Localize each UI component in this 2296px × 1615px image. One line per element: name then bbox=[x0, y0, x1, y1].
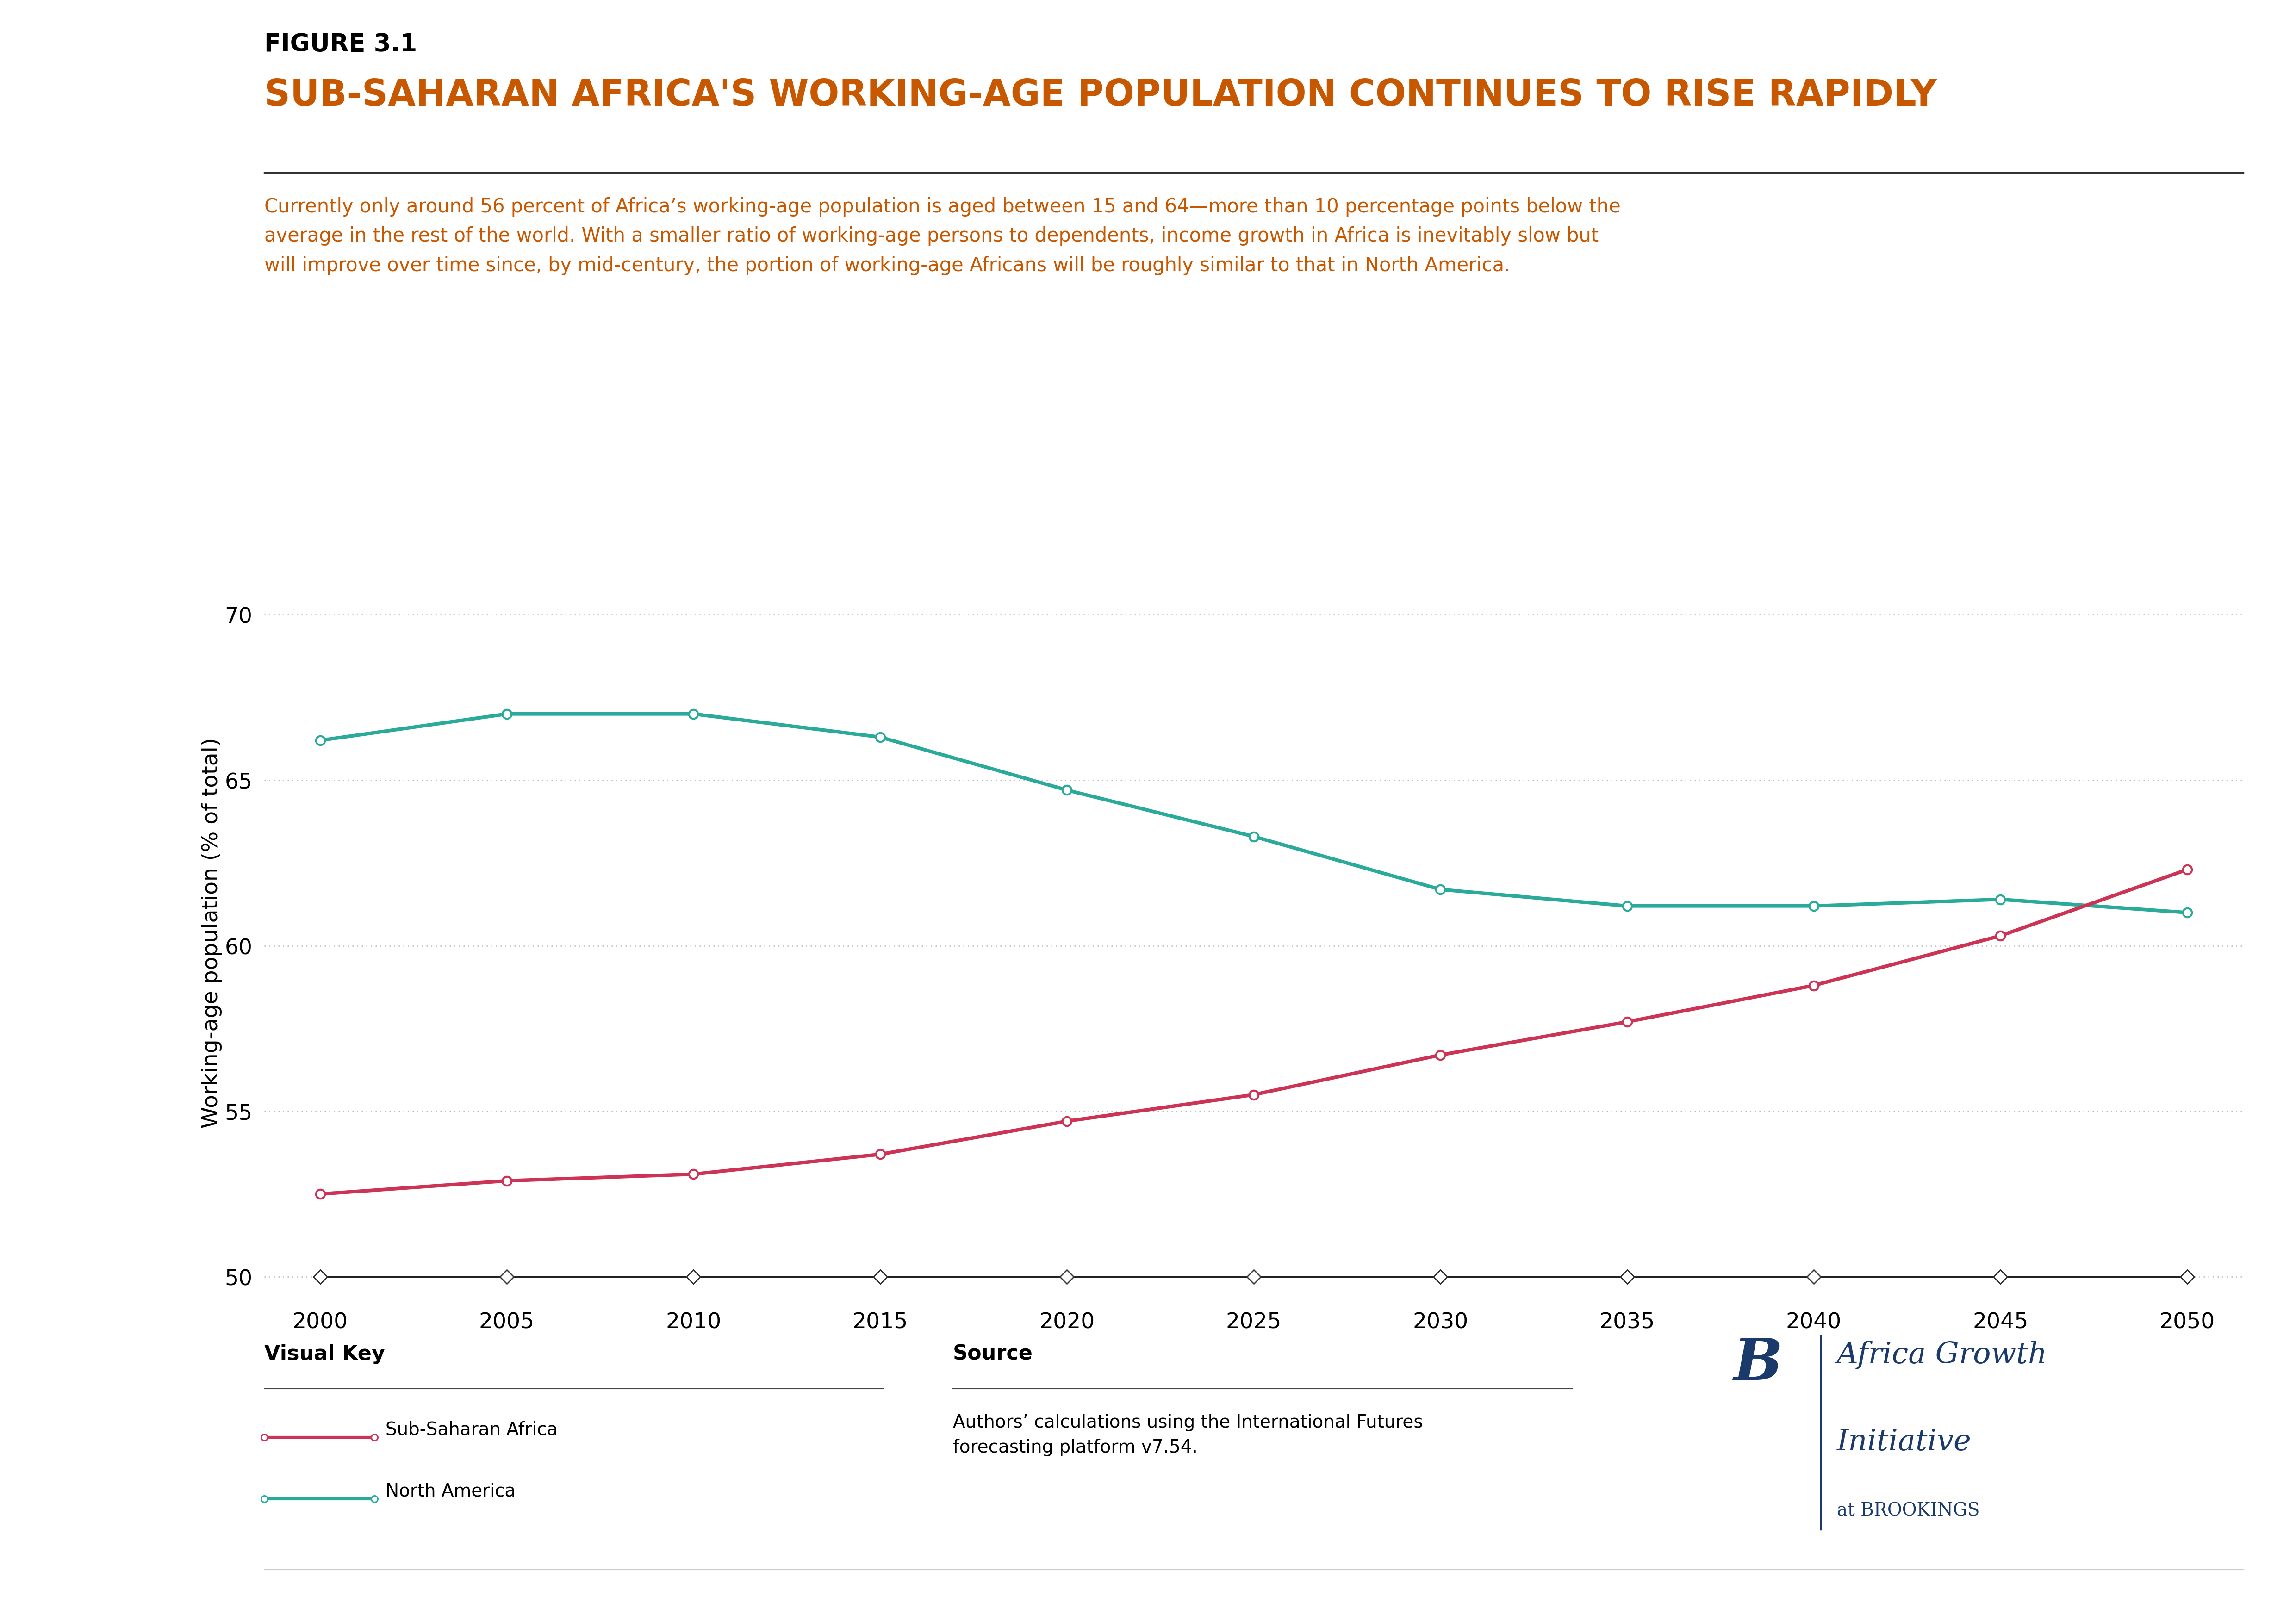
Text: Initiative: Initiative bbox=[1837, 1428, 1972, 1457]
Text: Visual Key: Visual Key bbox=[264, 1344, 386, 1363]
Text: Currently only around 56 percent of Africa’s working-age population is aged betw: Currently only around 56 percent of Afri… bbox=[264, 197, 1621, 275]
Text: at BROOKINGS: at BROOKINGS bbox=[1837, 1502, 1979, 1520]
Text: Sub-Saharan Africa: Sub-Saharan Africa bbox=[386, 1421, 558, 1437]
Text: SUB-SAHARAN AFRICA'S WORKING-AGE POPULATION CONTINUES TO RISE RAPIDLY: SUB-SAHARAN AFRICA'S WORKING-AGE POPULAT… bbox=[264, 78, 1936, 113]
Text: FIGURE 3.1: FIGURE 3.1 bbox=[264, 32, 418, 57]
Text: Authors’ calculations using the International Futures
forecasting platform v7.54: Authors’ calculations using the Internat… bbox=[953, 1413, 1424, 1455]
Text: North America: North America bbox=[386, 1483, 517, 1499]
Text: Africa Growth: Africa Growth bbox=[1837, 1340, 2048, 1370]
Y-axis label: Working-age population (% of total): Working-age population (% of total) bbox=[202, 738, 223, 1127]
Text: B: B bbox=[1733, 1336, 1782, 1392]
Text: Source: Source bbox=[953, 1344, 1033, 1363]
